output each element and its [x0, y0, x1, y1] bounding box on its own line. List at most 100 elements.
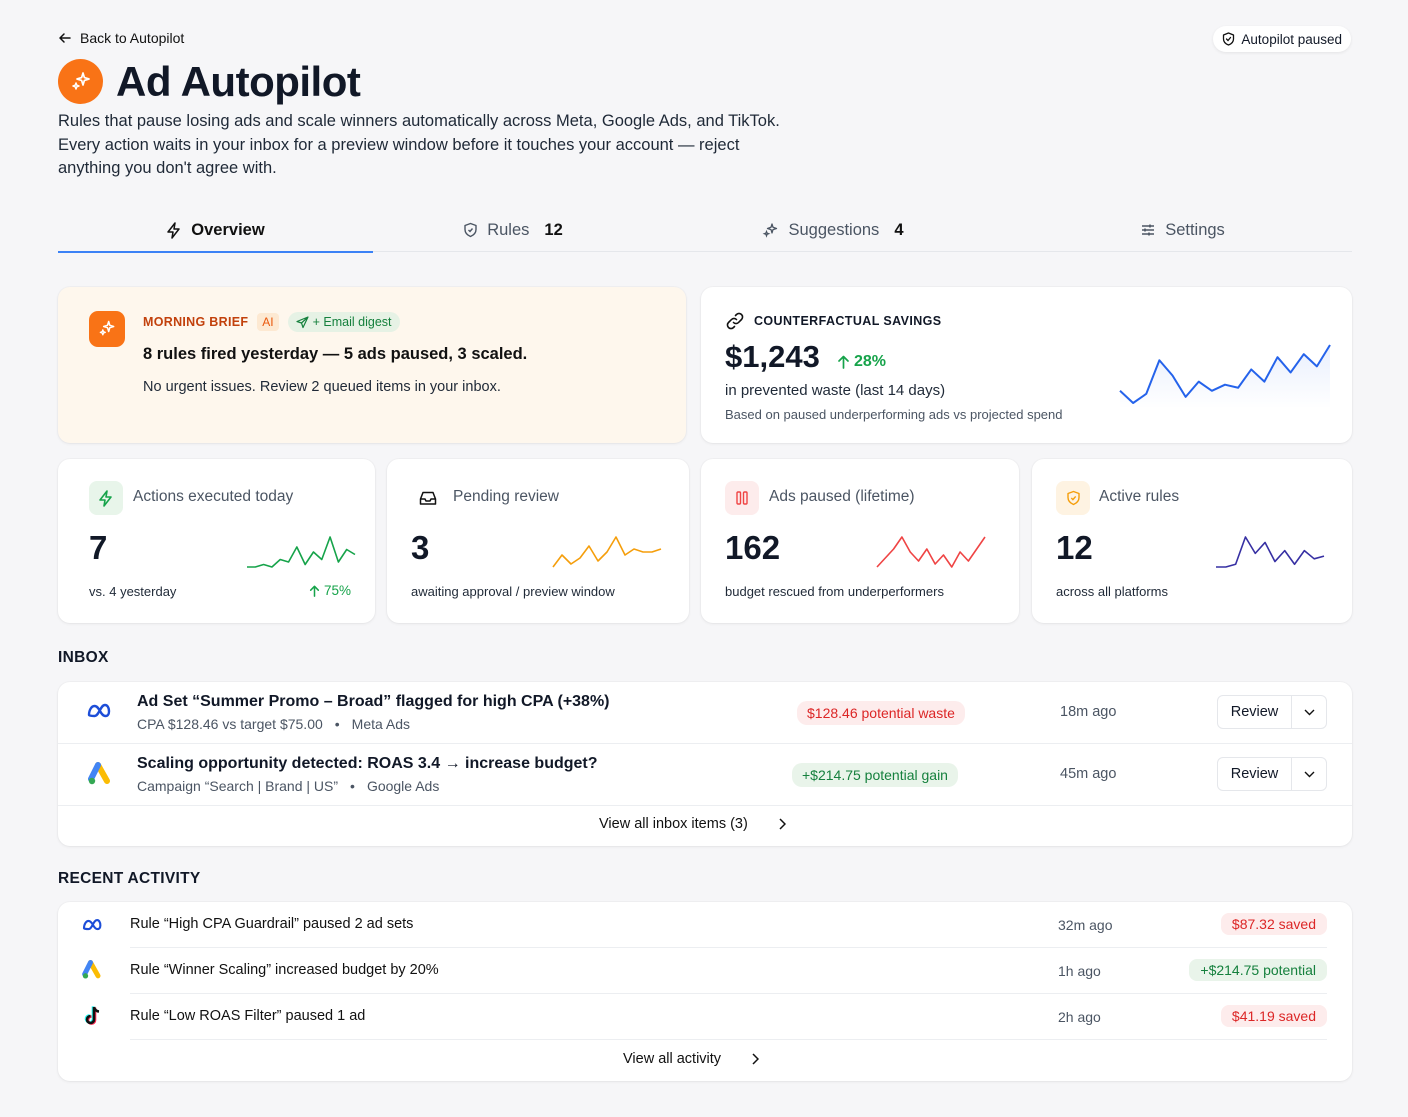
- chevron-down-icon[interactable]: [1292, 758, 1326, 790]
- stat-sparkline: [246, 534, 356, 570]
- meta-icon: [80, 914, 106, 936]
- page-title: Ad Autopilot: [116, 58, 361, 105]
- description-line: anything you don't agree with.: [58, 159, 277, 177]
- activity-item[interactable]: Rule “Winner Scaling” increased budget b…: [130, 948, 1327, 994]
- ai-badge: AI: [257, 313, 279, 331]
- activity-section-title: RECENT ACTIVITY: [58, 870, 201, 887]
- pause-icon: [736, 491, 748, 505]
- inbox-item-meta: CPA $128.46 vs target $75.00 • Meta Ads: [137, 716, 410, 732]
- sliders-icon: [1142, 224, 1155, 236]
- back-link-label: Back to Autopilot: [80, 30, 185, 46]
- stat-value: 162: [725, 529, 781, 566]
- tab-rules[interactable]: Rules 12: [373, 208, 653, 252]
- back-link[interactable]: Back to Autopilot: [58, 30, 184, 46]
- meta-icon: [86, 700, 114, 727]
- inbox-list: Ad Set “Summer Promo – Broad” flagged fo…: [58, 682, 1352, 846]
- separator-dot: •: [334, 716, 340, 732]
- view-all-activity-link[interactable]: View all activity: [623, 1051, 760, 1067]
- stat-card-pending: Pending review 3 awaiting approval / pre…: [387, 459, 689, 623]
- stat-icon-wrapper: [411, 481, 445, 515]
- morning-brief-card: MORNING BRIEF AI + Email digest 8 rules …: [58, 287, 686, 443]
- tab-settings[interactable]: Settings: [1013, 208, 1352, 252]
- savings-subtitle: in prevented waste (last 14 days): [725, 382, 946, 399]
- stat-sparkline: [1215, 534, 1325, 570]
- activity-text: Rule “Winner Scaling” increased budget b…: [130, 962, 439, 978]
- inbox-item-time: 18m ago: [1060, 704, 1117, 720]
- google-ads-icon: [88, 762, 114, 791]
- tab-overview[interactable]: Overview: [58, 208, 373, 253]
- page-description: Rules that pause losing ads and scale wi…: [58, 110, 848, 181]
- counterfactual-savings-card: COUNTERFACTUAL SAVINGS $1,243 28% in pre…: [701, 287, 1352, 443]
- savings-value: $1,243: [725, 339, 820, 374]
- sparkles-icon: [99, 320, 115, 336]
- tab-overview-label: Overview: [191, 220, 265, 239]
- tab-settings-label: Settings: [1165, 220, 1225, 239]
- brief-header: MORNING BRIEF AI + Email digest: [143, 312, 400, 332]
- view-all-inbox-link[interactable]: View all inbox items (3): [599, 816, 786, 832]
- savings-delta: 28%: [837, 353, 886, 371]
- review-button[interactable]: Review: [1217, 695, 1327, 729]
- inbox-item-title: Ad Set “Summer Promo – Broad” flagged fo…: [137, 693, 610, 710]
- stat-delta: 75%: [309, 583, 351, 598]
- stat-value: 7: [89, 529, 108, 566]
- savings-delta-value: 28%: [854, 353, 887, 370]
- view-all-inbox-label: View all inbox items (3): [599, 816, 748, 832]
- inbox-item-detail: CPA $128.46 vs target $75.00: [137, 716, 323, 732]
- activity-impact-badge: +$214.75 potential: [1189, 959, 1327, 981]
- trend-line: [247, 537, 355, 567]
- email-digest-badge[interactable]: + Email digest: [287, 312, 400, 332]
- tab-suggestions-count: 4: [894, 220, 904, 239]
- inbox-item-detail: Campaign “Search | Brand | US”: [137, 778, 339, 794]
- review-button-label[interactable]: Review: [1218, 758, 1292, 790]
- google-ads-icon: [80, 959, 106, 981]
- inbox-item[interactable]: Scaling opportunity detected: ROAS 3.4 →…: [58, 744, 1352, 806]
- trend-line: [1216, 537, 1324, 567]
- stat-icon-wrapper: [1056, 481, 1090, 515]
- shield-check-icon: [1223, 32, 1235, 46]
- autopilot-status-badge[interactable]: Autopilot paused: [1213, 26, 1351, 52]
- inbox-item-platform: Google Ads: [366, 778, 440, 794]
- bolt-icon: [167, 221, 181, 239]
- activity-time: 2h ago: [1058, 1009, 1101, 1025]
- trend-line: [877, 537, 985, 567]
- sparkles-icon: [763, 222, 778, 238]
- activity-time: 1h ago: [1058, 963, 1101, 979]
- shield-icon: [464, 222, 477, 238]
- trend-area: [1120, 345, 1330, 409]
- activity-text: Rule “High CPA Guardrail” paused 2 ad se…: [130, 916, 414, 932]
- inbox-item[interactable]: Ad Set “Summer Promo – Broad” flagged fo…: [58, 682, 1352, 744]
- stat-label: Pending review: [453, 488, 559, 505]
- chevron-down-icon[interactable]: [1292, 696, 1326, 728]
- inbox-section-title: INBOX: [58, 649, 109, 666]
- stat-value: 12: [1056, 529, 1093, 566]
- stat-subtitle: vs. 4 yesterday: [89, 584, 177, 599]
- stat-card-actions: Actions executed today 7 vs. 4 yesterday…: [58, 459, 375, 623]
- activity-item[interactable]: Rule “High CPA Guardrail” paused 2 ad se…: [130, 902, 1327, 948]
- activity-item[interactable]: Rule “Low ROAS Filter” paused 1 ad 2h ag…: [130, 994, 1327, 1040]
- review-button-label[interactable]: Review: [1218, 696, 1292, 728]
- activity-list: Rule “High CPA Guardrail” paused 2 ad se…: [58, 902, 1352, 1081]
- brief-title: 8 rules fired yesterday — 5 ads paused, …: [143, 345, 528, 363]
- tab-suggestions[interactable]: Suggestions 4: [653, 208, 1013, 252]
- send-icon: [296, 315, 309, 328]
- inbox-item-time: 45m ago: [1060, 766, 1117, 782]
- savings-trend-chart: [1119, 339, 1331, 409]
- arrow-up-icon: [309, 585, 320, 597]
- impact-badge: $128.46 potential waste: [797, 701, 965, 725]
- stat-subtitle: awaiting approval / preview window: [411, 584, 615, 599]
- separator-dot: •: [350, 778, 355, 794]
- activity-text: Rule “Low ROAS Filter” paused 1 ad: [130, 1008, 366, 1024]
- arrow-up-icon: [838, 355, 849, 369]
- shield-check-icon: [1066, 490, 1080, 506]
- stat-icon-wrapper: [725, 481, 759, 515]
- sparkles-icon: [71, 71, 90, 90]
- activity-time: 32m ago: [1058, 917, 1113, 933]
- stat-icon-wrapper: [89, 481, 123, 515]
- trend-line: [553, 537, 661, 567]
- brief-subtitle: No urgent issues. Review 2 queued items …: [143, 379, 501, 395]
- chevron-right-icon: [752, 1053, 760, 1065]
- stat-card-ads-paused: Ads paused (lifetime) 162 budget rescued…: [701, 459, 1019, 623]
- view-all-activity-label: View all activity: [623, 1051, 722, 1067]
- review-button[interactable]: Review: [1217, 757, 1327, 791]
- activity-impact-badge: $87.32 saved: [1220, 913, 1327, 935]
